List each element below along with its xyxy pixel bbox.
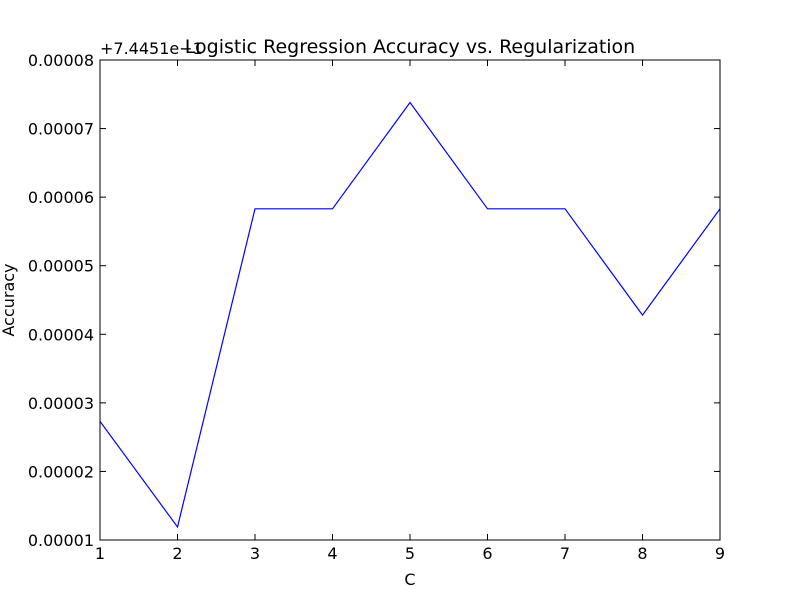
x-tick-label: 3 (250, 544, 260, 563)
x-tick-label: 8 (637, 544, 647, 563)
plot-area: 1 2 3 4 5 6 7 8 9 0.00001 0.00002 0.00003 0.00004 0.0… (28, 51, 725, 563)
y-axis-label: Accuracy (0, 263, 18, 336)
x-tick-label: 4 (327, 544, 337, 563)
y-tick-label: 0.00003 (28, 394, 94, 413)
y-tick-label: 0.00006 (28, 188, 94, 207)
y-tick-label: 0.00004 (28, 325, 94, 344)
y-axis-offset-text: +7.4451e−1 (100, 39, 203, 58)
y-tick-label: 0.00007 (28, 120, 94, 139)
chart-title: Logistic Regression Accuracy vs. Regular… (185, 36, 635, 58)
y-tick-label: 0.00005 (28, 257, 94, 276)
x-tick-label: 1 (95, 544, 105, 563)
x-tick-label: 7 (560, 544, 570, 563)
y-tick-label: 0.00008 (28, 51, 94, 70)
x-tick-label: 9 (715, 544, 725, 563)
x-tick-label: 6 (482, 544, 492, 563)
x-tick-label: 5 (405, 544, 415, 563)
x-tick-label: 2 (172, 544, 182, 563)
y-tick-label: 0.00001 (28, 531, 94, 550)
y-tick-label: 0.00002 (28, 462, 94, 481)
x-axis-label: C (404, 570, 415, 589)
series-line-0 (100, 101, 720, 529)
